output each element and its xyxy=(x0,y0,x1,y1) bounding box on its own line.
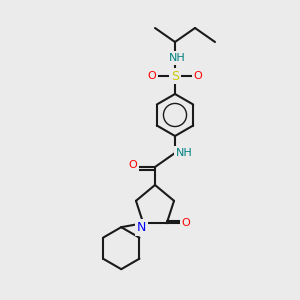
Text: NH: NH xyxy=(176,148,192,158)
Text: N: N xyxy=(136,221,146,234)
Text: O: O xyxy=(148,71,156,81)
Text: O: O xyxy=(182,218,190,228)
Text: O: O xyxy=(129,160,137,170)
Text: NH: NH xyxy=(169,53,185,63)
Text: S: S xyxy=(171,70,179,83)
Text: O: O xyxy=(194,71,202,81)
